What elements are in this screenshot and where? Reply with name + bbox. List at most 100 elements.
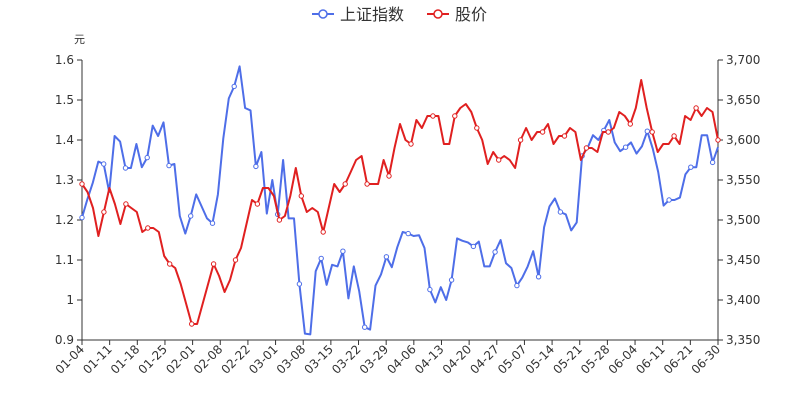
x-tick-label: 04-13	[412, 342, 447, 377]
index-point	[644, 128, 650, 134]
y-right-tick-label: 3,350	[726, 333, 760, 347]
index-point	[492, 249, 498, 255]
y-right-tick-label: 3,500	[726, 213, 760, 227]
y-left-tick-label: 1.2	[55, 213, 74, 227]
x-tick-label: 01-25	[136, 342, 171, 377]
index-point	[405, 230, 411, 237]
price-point	[474, 125, 480, 131]
x-tick-label: 03-15	[301, 342, 336, 377]
index-point	[709, 159, 716, 166]
price-point	[539, 129, 546, 135]
index-point	[209, 220, 216, 226]
x-tick-label: 02-22	[218, 342, 253, 377]
legend-item-index[interactable]: 上证指数	[312, 5, 404, 24]
legend-item-price[interactable]: 股价	[427, 5, 487, 24]
y-right-tick-label: 3,550	[726, 173, 760, 187]
index-point	[666, 197, 672, 203]
x-tick-label: 06-21	[661, 342, 696, 377]
index-point	[166, 162, 172, 169]
price-point	[605, 129, 611, 135]
price-point	[517, 137, 524, 143]
x-tick-label: 06-04	[606, 342, 641, 377]
index-point	[427, 286, 433, 293]
index-point	[535, 274, 542, 280]
legend-label-price: 股价	[455, 5, 487, 24]
price-point	[189, 321, 195, 327]
price-point	[452, 113, 458, 119]
series-layer	[79, 65, 721, 336]
price-point	[671, 133, 677, 139]
index-point	[79, 214, 85, 221]
x-tick-label: 03-22	[329, 342, 364, 377]
y-left-tick-label: 1	[66, 293, 74, 307]
index-point	[253, 163, 259, 170]
index-point	[383, 254, 390, 260]
index-point	[122, 165, 129, 171]
series-line-price	[81, 79, 719, 325]
x-tick-label: 05-21	[550, 342, 585, 377]
price-point	[364, 181, 370, 187]
price-point	[232, 257, 239, 263]
price-point	[649, 129, 655, 135]
price-point	[79, 181, 85, 187]
y-right-tick-label: 3,650	[726, 93, 760, 107]
price-point	[430, 113, 436, 119]
y-left-tick-label: 1.6	[55, 53, 74, 67]
x-tick-label: 06-30	[689, 342, 724, 377]
index-point	[448, 277, 455, 283]
price-point	[101, 209, 107, 215]
y-left-tick-label: 1.5	[55, 93, 74, 107]
price-point	[386, 173, 392, 179]
price-point	[496, 157, 502, 163]
index-point	[296, 281, 303, 287]
y-left-tick-label: 0.9	[55, 333, 74, 347]
price-point	[254, 201, 261, 207]
price-point	[408, 141, 414, 147]
price-point	[320, 229, 326, 235]
index-point	[340, 248, 346, 254]
x-tick-label: 02-08	[191, 342, 226, 377]
index-point	[318, 255, 324, 262]
index-point	[557, 209, 564, 215]
x-tick-label: 02-01	[163, 342, 198, 377]
price-point	[561, 133, 568, 139]
price-point	[583, 145, 590, 151]
price-point	[167, 261, 173, 267]
legend[interactable]: 上证指数 股价	[312, 5, 487, 24]
legend-label-index: 上证指数	[340, 5, 404, 24]
x-tick-label: 01-18	[108, 342, 143, 377]
x-tick-label: 04-27	[467, 342, 502, 377]
index-point	[514, 282, 520, 289]
y-left-tick-label: 1.1	[55, 253, 74, 267]
index-point	[622, 144, 629, 150]
index-point	[231, 83, 237, 90]
price-point	[715, 137, 721, 143]
price-point	[693, 105, 699, 111]
index-point	[470, 243, 477, 250]
x-tick-label: 05-14	[523, 342, 558, 377]
price-point	[342, 181, 348, 187]
x-tick-label: 04-06	[384, 342, 419, 377]
y-right-tick-label: 3,400	[726, 293, 760, 307]
index-point	[144, 154, 150, 161]
price-point	[123, 201, 129, 207]
price-point	[627, 121, 633, 127]
x-tick-label: 05-28	[578, 342, 613, 377]
price-point	[276, 217, 283, 223]
y-right-tick-label: 3,700	[726, 53, 760, 67]
x-tick-label: 05-07	[495, 342, 530, 377]
series-line-index	[81, 65, 719, 336]
x-tick-label: 04-20	[440, 342, 475, 377]
legend-marker-price	[433, 9, 443, 19]
x-tick-label: 01-04	[53, 342, 88, 377]
y-right-tick-label: 3,450	[726, 253, 760, 267]
price-point	[298, 193, 304, 199]
price-point	[145, 225, 151, 231]
axes: 0.9 1 1.1 1.2 1.3 1.4 1.5 1.6 3,350 3,400 3,450 3,5…	[53, 53, 761, 377]
index-point	[688, 164, 694, 170]
x-tick-label: 03-08	[274, 342, 309, 377]
y-left-tick-label: 1.4	[55, 133, 74, 147]
left-axis-unit: 元	[74, 33, 85, 46]
